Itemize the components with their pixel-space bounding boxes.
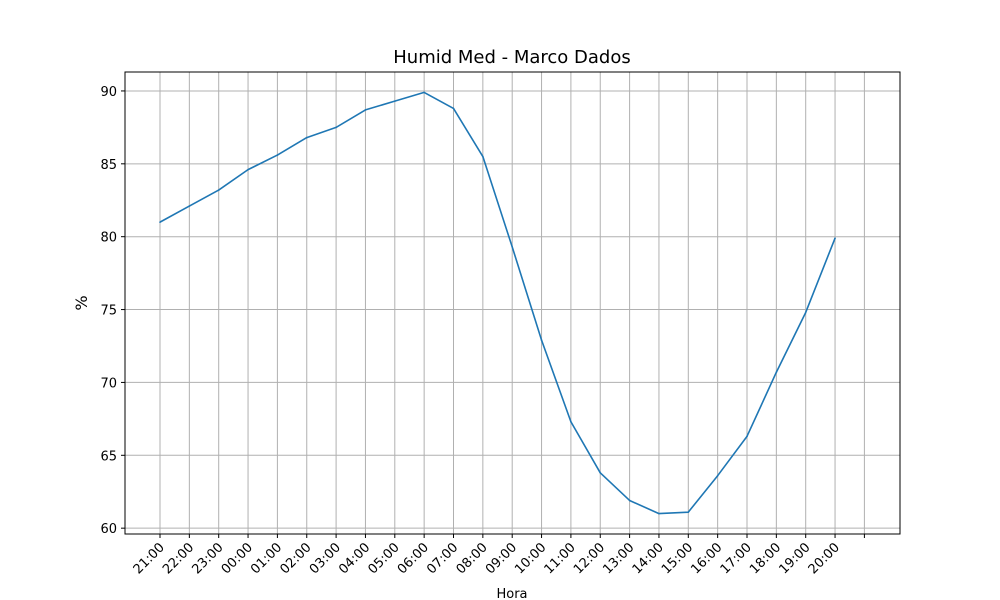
x-tick-label: 04:00 <box>336 540 373 577</box>
x-tick-label: 21:00 <box>131 540 168 577</box>
x-tick-label: 02:00 <box>277 540 314 577</box>
data-point <box>452 107 455 110</box>
data-point <box>658 512 660 515</box>
data-point <box>217 189 220 191</box>
x-tick-label: 03:00 <box>307 540 344 577</box>
data-point <box>394 100 396 102</box>
data-point <box>511 246 513 248</box>
x-tick-label: 12:00 <box>571 540 608 577</box>
x-tick-label: 23:00 <box>189 540 226 577</box>
x-tick-label: 10:00 <box>512 540 549 577</box>
data-point <box>159 221 161 223</box>
x-tick-label: 09:00 <box>483 540 520 577</box>
data-point <box>540 339 543 341</box>
y-tick-label: 80 <box>100 231 117 246</box>
x-tick-label: 06:00 <box>395 540 432 577</box>
data-point <box>746 435 748 438</box>
data-point <box>834 237 836 239</box>
y-tick-label: 65 <box>100 449 117 464</box>
x-tick-label: 16:00 <box>688 540 725 577</box>
x-tick-label: 22:00 <box>160 540 197 577</box>
data-point <box>335 126 337 129</box>
grid <box>125 72 900 534</box>
data-point <box>775 371 778 374</box>
data-point <box>247 168 249 171</box>
x-axis-label: Hora <box>496 587 527 600</box>
y-tick-label: 60 <box>100 522 117 537</box>
y-tick-label: 70 <box>100 376 117 391</box>
y-tick-label: 85 <box>100 158 117 173</box>
x-tick-label: 20:00 <box>806 540 843 577</box>
x-axis: 21:0022:0023:0000:0001:0002:0003:0004:00… <box>131 534 865 577</box>
x-tick-label: 11:00 <box>542 540 579 577</box>
x-tick-label: 14:00 <box>630 540 667 577</box>
x-tick-label: 00:00 <box>219 540 256 577</box>
data-point <box>570 420 572 423</box>
data-point <box>305 136 308 139</box>
y-axis: 60 65 70 75 80 85 90 <box>100 85 125 537</box>
data-point <box>276 154 279 156</box>
y-tick-label: 90 <box>100 85 117 100</box>
data-point <box>423 91 425 94</box>
x-tick-label: 18:00 <box>747 540 784 577</box>
x-tick-label: 17:00 <box>718 540 755 577</box>
y-axis-label: % <box>72 295 91 310</box>
data-point <box>364 109 367 111</box>
data-point <box>628 499 631 502</box>
data-point <box>188 205 191 207</box>
series-layer <box>159 91 836 515</box>
y-tick-label: 75 <box>100 304 117 319</box>
x-tick-label: 08:00 <box>454 540 491 577</box>
x-tick-label: 07:00 <box>424 540 461 577</box>
x-tick-label: 13:00 <box>600 540 637 577</box>
data-point <box>716 474 719 477</box>
chart-title: Humid Med - Marco Dados <box>393 47 631 68</box>
series-line <box>159 91 836 515</box>
x-tick-label: 15:00 <box>659 540 696 577</box>
data-point <box>804 311 807 314</box>
x-tick-label: 01:00 <box>248 540 285 577</box>
data-point <box>599 471 602 474</box>
x-tick-label: 05:00 <box>366 540 403 577</box>
data-point <box>482 155 484 158</box>
data-point <box>687 511 690 513</box>
x-tick-label: 19:00 <box>776 540 813 577</box>
